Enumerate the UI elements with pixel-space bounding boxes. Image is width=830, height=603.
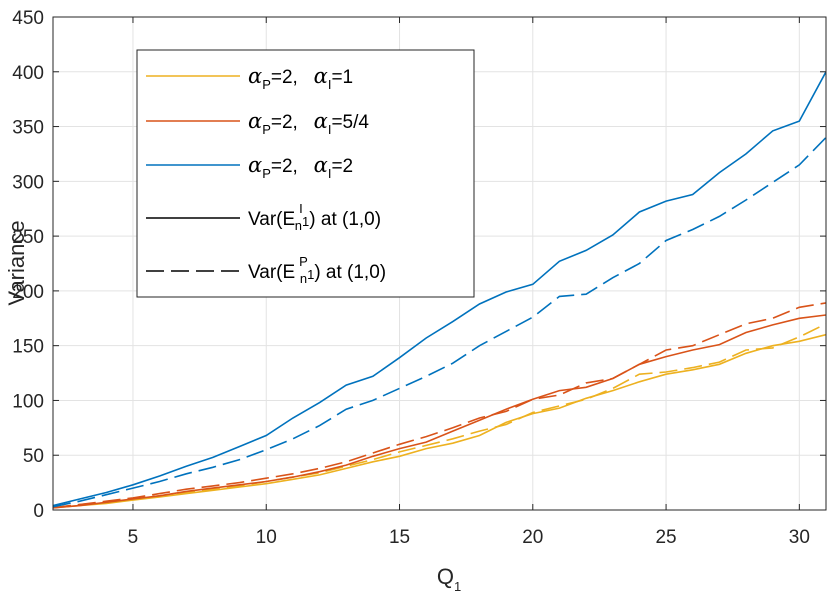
legend-label-3: Var(EI n1) at (1,0) (248, 201, 381, 233)
series-group (53, 71, 826, 509)
legend: αP=2, αI=1 αP=2, αI=5/4 αP=2, αI=2 Var(EI n1… (136, 49, 475, 298)
legend-label-4: Var(EP n1) at (1,0) (248, 254, 386, 286)
x-tick-label: 25 (655, 527, 676, 548)
y-tick-label: 350 (12, 118, 44, 139)
y-tick-label: 450 (12, 8, 44, 29)
x-axis-title: Q1 (437, 564, 461, 594)
y-tick-label: 400 (12, 63, 44, 84)
legend-label-0: αP=2, αI=1 (248, 64, 353, 92)
series-line-4 (53, 71, 826, 507)
y-tick-label: 300 (12, 172, 44, 193)
x-tick-label: 15 (389, 527, 410, 548)
legend-label-2: αP=2, αI=2 (248, 153, 353, 181)
x-tick-label: 5 (128, 527, 139, 548)
y-tick-label: 250 (12, 227, 44, 248)
x-tick-label: 30 (789, 527, 810, 548)
y-tick-label: 100 (12, 391, 44, 412)
plot-frame (52, 16, 827, 511)
y-tick-label: 200 (12, 282, 44, 303)
legend-label-1: αP=2, αI=5/4 (248, 109, 369, 137)
series-line-5 (53, 136, 826, 508)
series-line-2 (53, 314, 826, 509)
y-tick-label: 150 (12, 337, 44, 358)
y-tick-labels: 0 50 100 150 200 250 300 350 400 450 (12, 8, 44, 522)
y-tick-label: 50 (23, 446, 44, 467)
series-line-0 (53, 333, 826, 509)
series-line-3 (53, 302, 826, 509)
series-line-1 (53, 323, 826, 509)
y-axis-title: Variance (4, 220, 29, 305)
x-tick-label: 10 (256, 527, 277, 548)
legend-box (136, 49, 475, 298)
x-tick-labels: 5 10 15 20 25 30 (128, 527, 810, 548)
ticks (53, 16, 826, 511)
x-tick-label: 20 (522, 527, 543, 548)
y-tick-label: 0 (33, 501, 44, 522)
